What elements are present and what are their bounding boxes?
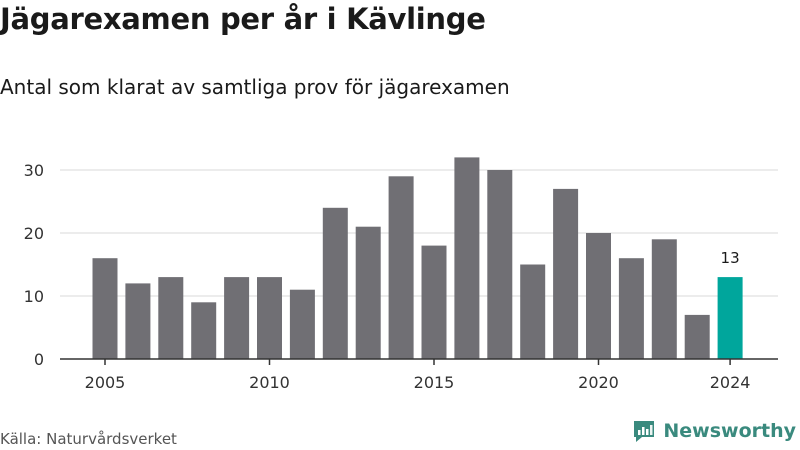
x-tick-label: 2020 bbox=[578, 373, 619, 392]
y-tick-label: 30 bbox=[24, 161, 44, 180]
y-tick-label: 20 bbox=[24, 224, 44, 243]
x-tick-label: 2010 bbox=[249, 373, 290, 392]
bar bbox=[191, 302, 217, 359]
y-tick-label: 10 bbox=[24, 287, 44, 306]
newsworthy-logo-icon bbox=[634, 421, 655, 442]
bar bbox=[322, 207, 348, 359]
x-tick-label: 2024 bbox=[710, 373, 751, 392]
bar bbox=[487, 170, 513, 359]
bar bbox=[355, 226, 381, 359]
bar bbox=[651, 239, 677, 359]
bar bbox=[224, 277, 250, 359]
y-tick-label: 0 bbox=[34, 350, 44, 369]
bar bbox=[158, 277, 184, 359]
bar bbox=[717, 277, 743, 359]
x-tick-label: 2005 bbox=[85, 373, 126, 392]
chart-subtitle: Antal som klarat av samtliga prov för jä… bbox=[0, 75, 510, 99]
bar bbox=[618, 258, 644, 359]
newsworthy-label: Newsworthy bbox=[663, 420, 796, 442]
bar bbox=[92, 258, 118, 359]
bar bbox=[257, 277, 282, 359]
bar bbox=[289, 289, 315, 359]
newsworthy-brand[interactable]: Newsworthy bbox=[631, 418, 796, 444]
x-tick-label: 2015 bbox=[414, 373, 455, 392]
bar bbox=[454, 157, 480, 359]
source-note: Källa: Naturvårdsverket bbox=[0, 430, 177, 448]
bar bbox=[553, 188, 579, 359]
bar bbox=[520, 264, 546, 359]
chart-title: Jägarexamen per år i Kävlinge bbox=[0, 2, 486, 36]
bar bbox=[684, 314, 710, 359]
bar-chart: 0 10 20 30 13 2005 2010 2015 2020 2024 bbox=[24, 157, 778, 392]
bar bbox=[125, 283, 151, 359]
bar bbox=[421, 245, 447, 359]
bar bbox=[586, 233, 611, 359]
bar bbox=[388, 176, 414, 359]
bar-data-label: 13 bbox=[721, 249, 740, 267]
